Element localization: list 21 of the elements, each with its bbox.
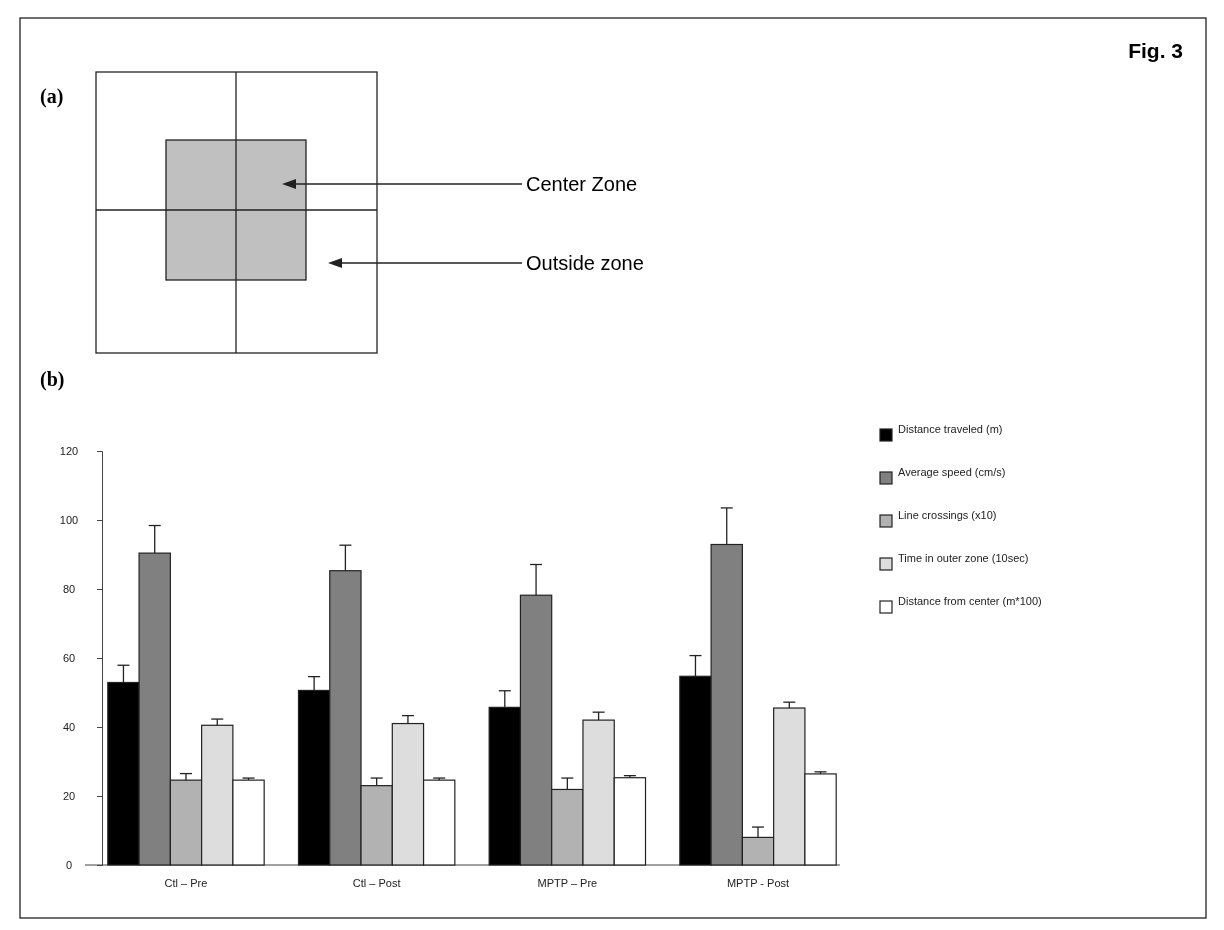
legend-label: Distance traveled (m) bbox=[898, 423, 1003, 435]
y-tick-label: 20 bbox=[62, 790, 76, 803]
x-tick-label: Ctl – Pre bbox=[164, 877, 208, 889]
y-tick-label: 80 bbox=[62, 583, 76, 596]
text: Fig. 3 bbox=[1128, 39, 1183, 62]
legend-label: Line crossings (x10) bbox=[898, 509, 997, 521]
legend-label: Average speed (cm/s) bbox=[898, 466, 1006, 478]
text: (b) bbox=[40, 368, 65, 391]
text: (a) bbox=[40, 85, 64, 108]
x-tick-label: Ctl – Post bbox=[352, 877, 401, 889]
legend-label: Time in outer zone (10sec) bbox=[898, 552, 1029, 564]
y-tick-label: 60 bbox=[62, 652, 76, 665]
y-tick-label: 120 bbox=[59, 445, 79, 458]
legend-label: Distance from center (m*100) bbox=[898, 595, 1042, 607]
text: Center Zone bbox=[526, 173, 638, 195]
x-tick-label: MPTP - Post bbox=[726, 877, 790, 889]
y-tick-label: 40 bbox=[62, 721, 76, 734]
y-tick-label: 0 bbox=[65, 859, 73, 872]
text: Outside zone bbox=[526, 252, 644, 274]
y-tick-label: 100 bbox=[59, 514, 79, 527]
x-tick-label: MPTP – Pre bbox=[537, 877, 598, 889]
